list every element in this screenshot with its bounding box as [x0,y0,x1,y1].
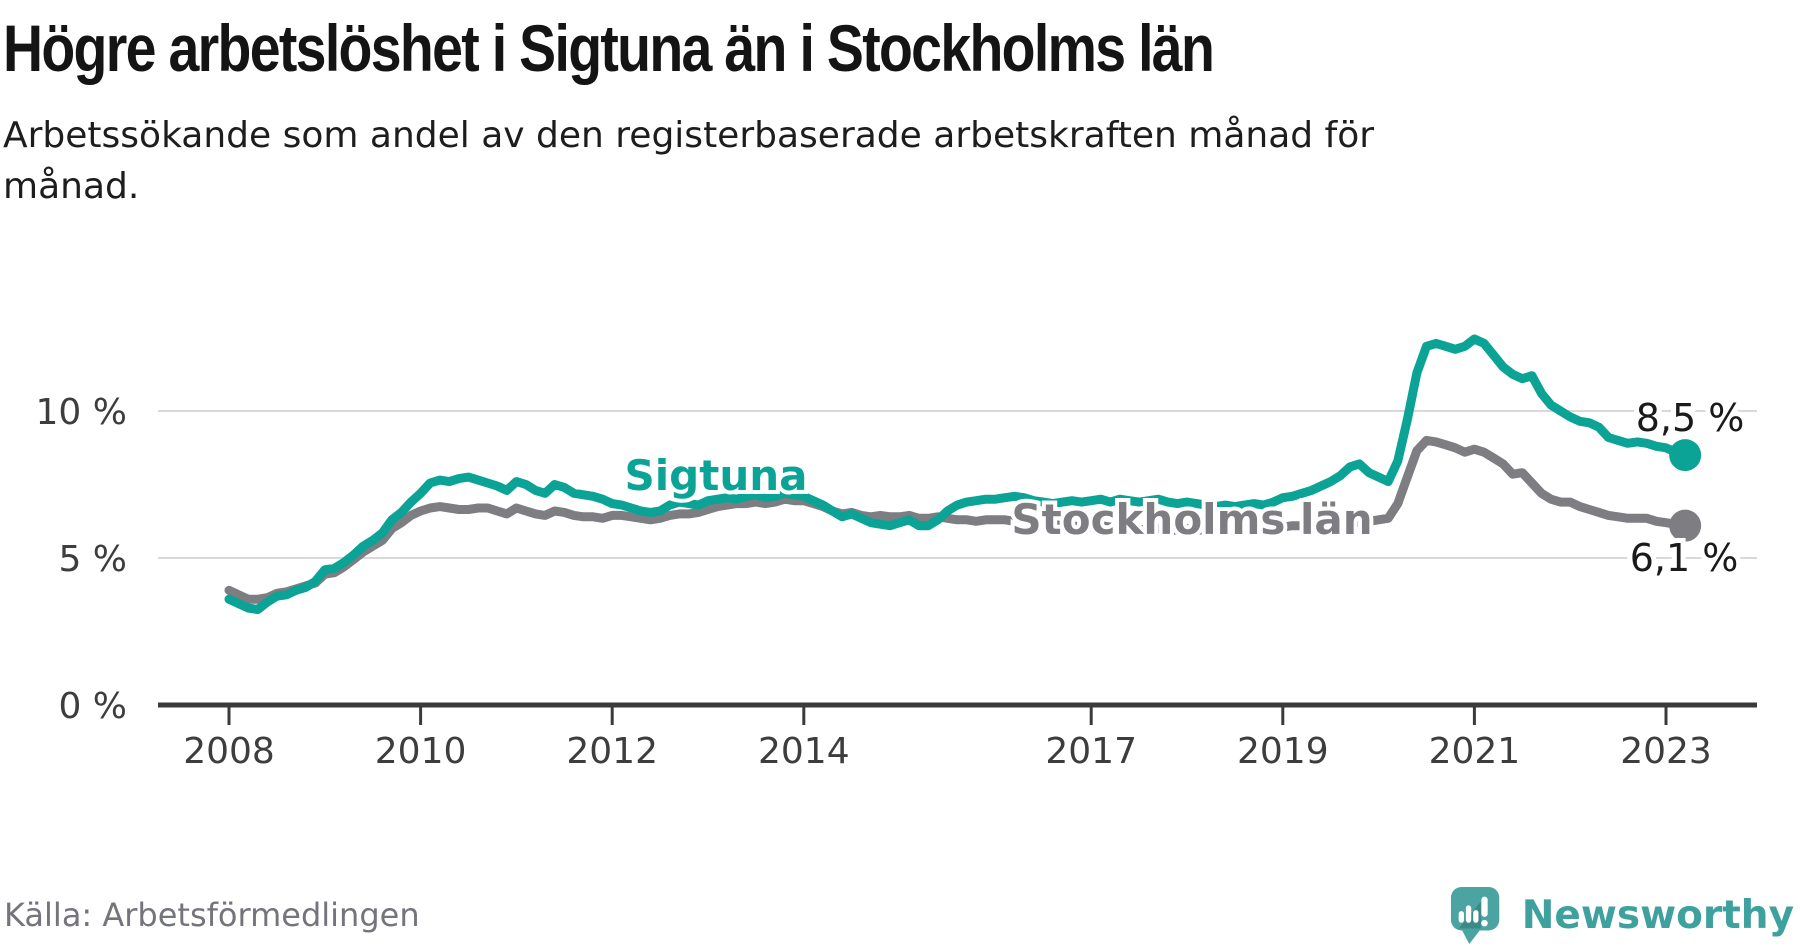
series-end-value-label: 8,5 % [1636,396,1745,440]
x-axis-tick-label: 2023 [1620,731,1712,772]
x-axis-tick-label: 2021 [1429,731,1521,772]
series-line-sigtuna [224,334,1690,614]
y-axis-tick-label: 0 % [58,686,127,727]
series-label: Sigtuna [625,451,808,500]
newsworthy-logo-icon [1450,886,1500,944]
source-note: Källa: Arbetsförmedlingen [4,896,420,934]
newsworthy-brand: Newsworthy [1449,884,1794,946]
chart-subtitle: Arbetssökande som andel av den registerb… [3,115,1375,208]
y-axis-tick-label: 10 % [36,392,127,433]
series-line-stockholms-län [224,435,1690,604]
x-axis-tick-label: 2012 [566,731,658,772]
x-axis-tick-label: 2008 [183,731,275,772]
x-axis-tick-label: 2019 [1237,731,1329,772]
series-label: Stockholms län [1011,495,1372,544]
series-end-dot [1669,509,1702,542]
newsworthy-brand-text: Newsworthy [1521,892,1794,938]
y-axis-tick-label: 5 % [58,539,127,580]
series-end-dot [1669,439,1702,472]
x-axis-tick-label: 2017 [1045,731,1137,772]
x-axis-tick-label: 2014 [758,731,850,772]
page-title: Högre arbetslöshet i Sigtuna än i Stockh… [3,11,1215,85]
x-axis-tick-label: 2010 [375,731,467,772]
series-end-value-label: 6,1 % [1630,536,1739,580]
